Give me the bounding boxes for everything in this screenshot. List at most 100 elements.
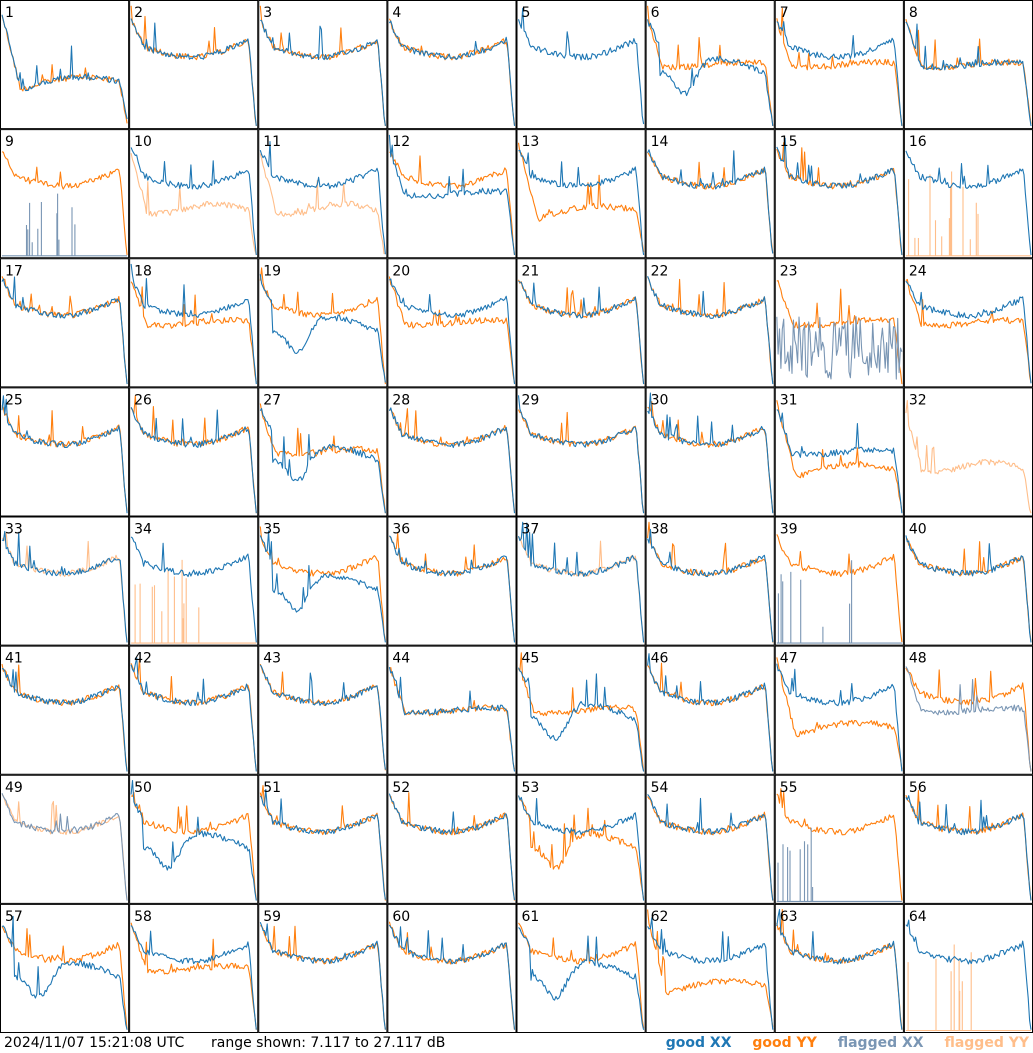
panel-12: 12 [387, 129, 517, 259]
series-xx-61 [518, 927, 645, 1030]
panel-17: 17 [0, 258, 130, 388]
series-xx-47 [776, 663, 903, 772]
series-xx-25 [1, 395, 128, 514]
panel-label: 24 [909, 263, 927, 279]
panel-label: 30 [651, 392, 669, 408]
series-xx-60 [388, 924, 516, 1030]
panel-frame [903, 774, 1033, 904]
series-xx-41 [1, 668, 128, 772]
series-xx-33 [1, 530, 128, 643]
panel-frame [774, 516, 904, 646]
series-xx-15 [776, 137, 903, 256]
panel-frame [903, 387, 1033, 517]
panel-62: 62 [645, 903, 775, 1033]
panel-label: 50 [134, 780, 152, 796]
panel-label: 11 [263, 134, 281, 150]
panel-label: 27 [263, 392, 281, 408]
panel-frame [0, 258, 130, 388]
panel-19: 19 [258, 258, 388, 388]
series-xx-1 [1, 14, 128, 120]
panel-label: 42 [134, 651, 152, 667]
panel-label: 5 [522, 5, 531, 21]
series-yy-64 [905, 944, 1031, 1032]
panel-label: 47 [780, 651, 798, 667]
panel-label: 6 [651, 5, 660, 21]
series-yy-60 [388, 921, 516, 1030]
panel-frame [129, 0, 259, 130]
series-yy-55 [776, 788, 903, 901]
panel-24: 24 [903, 258, 1033, 388]
panel-59: 59 [258, 903, 388, 1033]
series-xx-19 [259, 274, 386, 383]
panel-label: 44 [392, 651, 410, 667]
panel-label: 25 [5, 392, 23, 408]
series-xx-64 [905, 919, 1032, 1030]
series-xx-52 [388, 793, 516, 901]
series-yy-9 [1, 151, 128, 256]
panel-61: 61 [516, 903, 646, 1033]
panel-38: 38 [645, 516, 775, 646]
series-xx-39 [776, 560, 902, 644]
series-yy-61 [518, 922, 645, 1029]
panel-frame [645, 645, 775, 775]
panel-frame [0, 774, 130, 904]
panel-label: 18 [134, 263, 152, 279]
panel-frame [903, 129, 1033, 259]
series-yy-14 [647, 151, 774, 254]
series-xx-18 [130, 263, 257, 385]
series-xx-7 [776, 21, 903, 126]
panel-7: 7 [774, 0, 904, 130]
panel-frame [645, 903, 775, 1033]
panel-frame [387, 516, 517, 646]
series-xx-57 [1, 915, 128, 1030]
panel-30: 30 [645, 387, 775, 517]
panel-label: 28 [392, 392, 410, 408]
panel-label: 63 [780, 909, 798, 925]
series-xx-35 [259, 530, 386, 643]
panel-6: 6 [645, 0, 775, 130]
series-yy-15 [776, 142, 903, 256]
panel-15: 15 [774, 129, 904, 259]
series-yy-10 [130, 152, 257, 256]
series-xx-12 [388, 134, 516, 256]
series-xx-30 [647, 392, 774, 514]
panel-label: 41 [5, 651, 23, 667]
panel-frame [516, 903, 646, 1033]
series-xx-22 [647, 275, 774, 385]
panel-frame [129, 645, 259, 775]
panel-49: 49 [0, 774, 130, 904]
panel-frame [774, 903, 904, 1033]
panel-label: 17 [5, 263, 23, 279]
panel-label: 8 [909, 5, 918, 21]
panel-3: 3 [258, 0, 388, 130]
panel-frame [129, 516, 259, 646]
legend-good-yy: good YY [752, 1035, 817, 1051]
series-yy-19 [259, 267, 386, 385]
panel-label: 32 [909, 392, 927, 408]
series-yy-62 [647, 909, 774, 1027]
panel-53: 53 [516, 774, 646, 904]
footer: 2024/11/07 15:21:08 UTC range shown: 7.1… [0, 1033, 1033, 1053]
panel-36: 36 [387, 516, 517, 646]
panel-41: 41 [0, 645, 130, 775]
panel-label: 15 [780, 134, 798, 150]
panel-label: 19 [263, 263, 281, 279]
series-xx-38 [647, 528, 774, 643]
panel-45: 45 [516, 645, 646, 775]
panel-label: 52 [392, 780, 410, 796]
panel-label: 49 [5, 780, 23, 796]
panel-35: 35 [258, 516, 388, 646]
series-yy-39 [776, 534, 903, 643]
legend-flagged-yy: flagged YY [944, 1035, 1029, 1051]
panel-label: 58 [134, 909, 152, 925]
panel-frame [774, 774, 904, 904]
panel-label: 26 [134, 392, 152, 408]
panel-11: 11 [258, 129, 388, 259]
series-xx-6 [647, 19, 774, 126]
panel-label: 34 [134, 522, 152, 538]
series-xx-20 [389, 278, 516, 385]
series-yy-24 [905, 278, 1032, 383]
series-xx-2 [130, 18, 257, 126]
series-yy-34 [131, 559, 257, 644]
